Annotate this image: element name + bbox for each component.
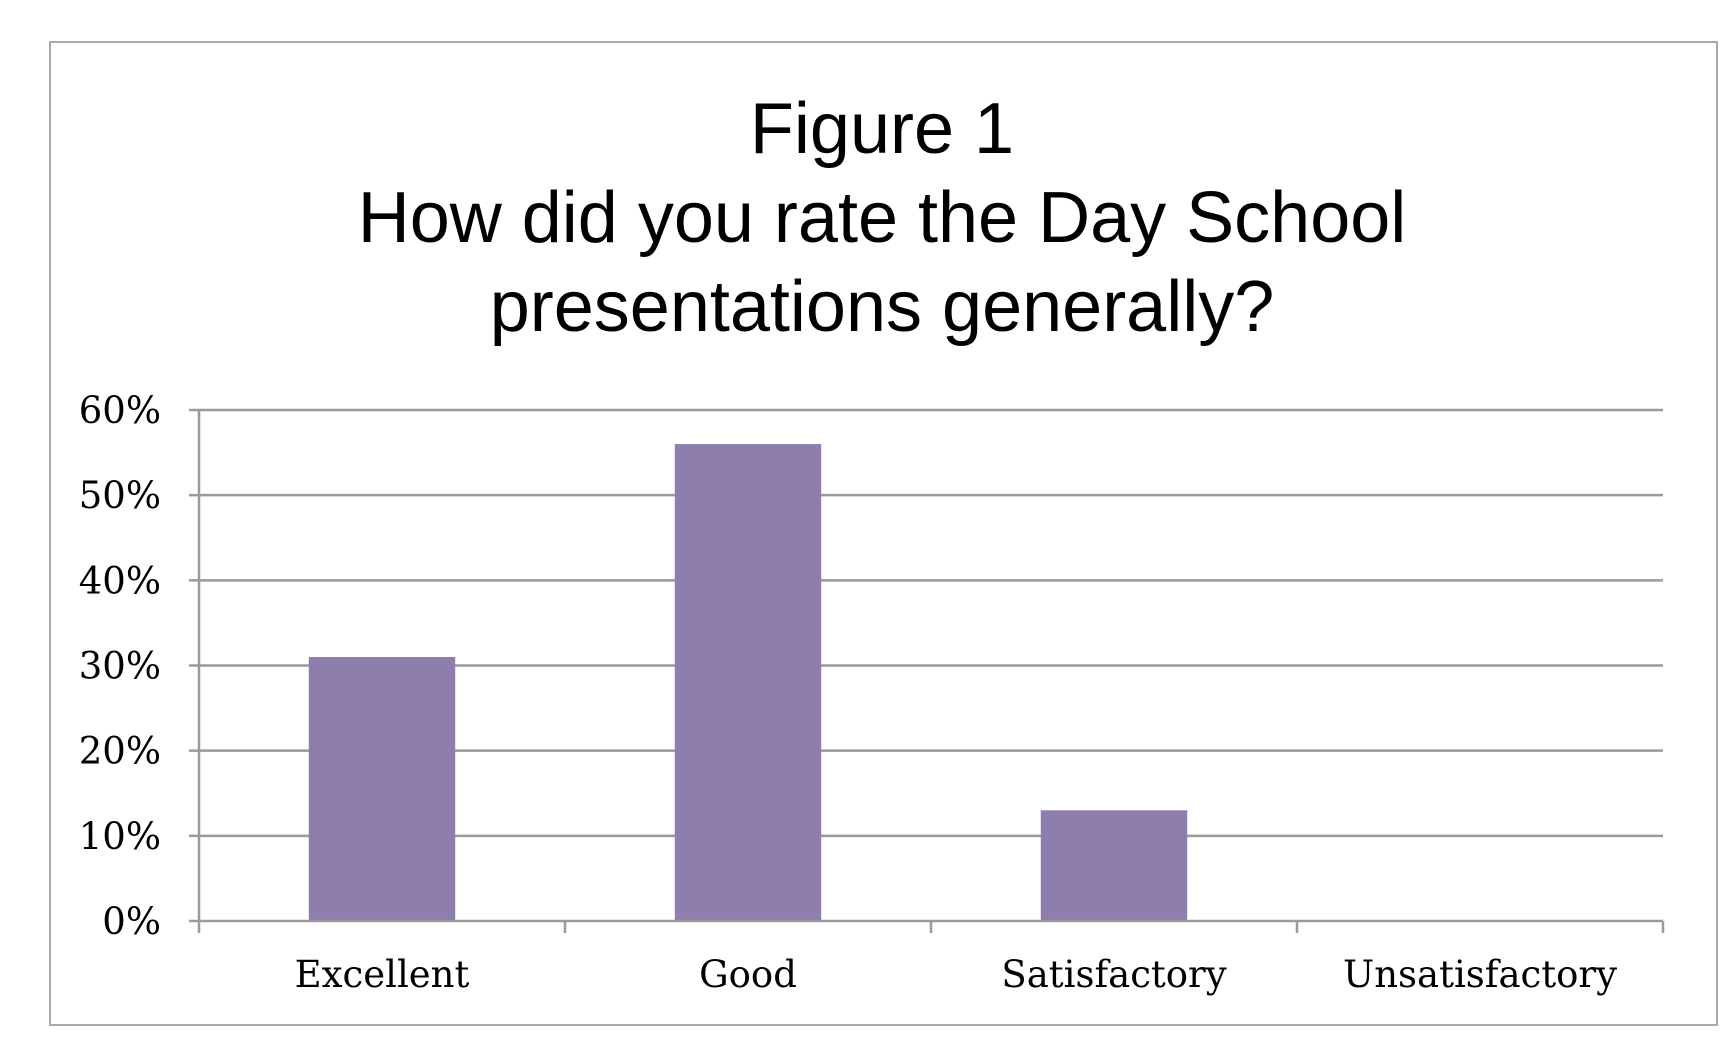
x-axis <box>197 410 1665 933</box>
y-tick-label: 40% <box>79 559 161 602</box>
chart-title-line-2: How did you rate the Day School <box>358 178 1407 258</box>
x-category-label: Unsatisfactory <box>1343 953 1617 996</box>
y-tick-label: 30% <box>79 645 161 688</box>
bar <box>308 656 456 921</box>
y-tick-labels: 0% 10% 20% 30% 40% 50% 60% <box>79 389 161 943</box>
x-category-labels: Excellent Good Satisfactory Unsatisfactory <box>295 953 1617 996</box>
x-category-label: Excellent <box>295 953 470 996</box>
bar <box>674 444 822 921</box>
y-tick-label: 20% <box>79 730 161 773</box>
bar <box>1040 810 1188 921</box>
chart-title: Figure 1 How did you rate the Day School… <box>358 89 1407 347</box>
y-tick-label: 60% <box>79 389 161 432</box>
chart-title-line-3: presentations generally? <box>490 267 1275 347</box>
y-tick-label: 10% <box>79 815 161 858</box>
y-tick-label: 0% <box>102 900 161 943</box>
bars <box>308 444 1188 921</box>
chart-title-line-1: Figure 1 <box>750 89 1014 169</box>
x-category-label: Good <box>699 953 797 996</box>
y-tick-label: 50% <box>79 474 161 517</box>
x-category-label: Satisfactory <box>1001 953 1226 996</box>
